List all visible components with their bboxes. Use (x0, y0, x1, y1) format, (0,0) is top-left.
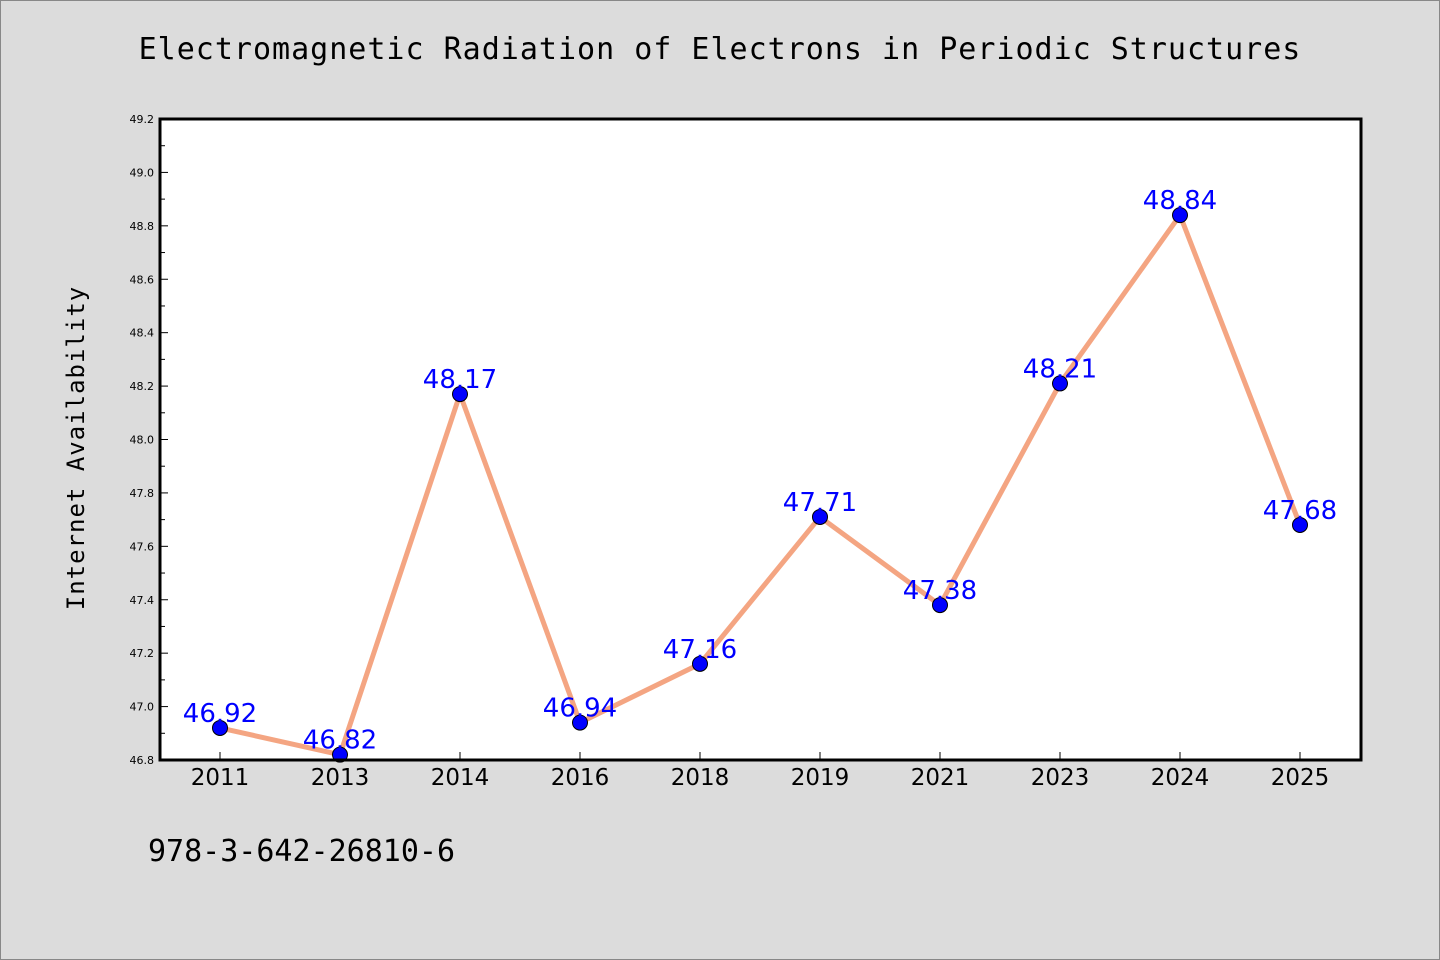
x-tick-label: 2021 (911, 765, 970, 791)
data-label: 46.94 (543, 694, 617, 724)
data-label: 47.38 (903, 576, 977, 606)
y-tick-label: 48.8 (130, 220, 155, 233)
y-tick-label: 47.2 (130, 647, 155, 660)
data-point (1052, 375, 1068, 392)
x-tick-label: 2011 (191, 765, 250, 791)
data-label: 48.21 (1023, 354, 1097, 384)
x-axis: 2011 2013 2014 2016 2018 2019 2021 2023 2024 2025 (191, 752, 1330, 791)
data-label: 48.84 (1143, 186, 1217, 216)
y-tick-label: 48.0 (130, 434, 155, 447)
y-axis: 46.8 47.0 47.2 47.4 47.6 47.8 48.0 48.2 48.4 48.6… (130, 113, 168, 767)
x-tick-label: 2013 (311, 765, 370, 791)
y-tick-label: 47.0 (130, 701, 155, 714)
y-tick-label: 48.2 (130, 380, 155, 393)
x-tick-label: 2023 (1031, 765, 1090, 791)
x-tick-label: 2016 (551, 765, 610, 791)
footer-code: 978-3-642-26810-6 (148, 834, 456, 869)
data-point (812, 508, 828, 525)
y-tick-label: 48.6 (130, 273, 155, 286)
data-point (332, 746, 348, 763)
y-tick-label: 47.8 (130, 487, 155, 500)
data-point (1172, 207, 1188, 224)
y-tick-label: 47.4 (130, 594, 155, 607)
data-label: 48.17 (423, 365, 497, 395)
data-label: 47.71 (783, 488, 857, 518)
x-tick-label: 2019 (791, 765, 850, 791)
data-labels: 46.92 46.82 48.17 46.94 47.16 47.71 47.38 48.21… (183, 186, 1337, 756)
y-tick-label: 49.0 (130, 166, 155, 179)
x-tick-label: 2014 (431, 765, 490, 791)
x-tick-label: 2025 (1271, 765, 1330, 791)
data-label: 46.92 (183, 699, 257, 729)
x-tick-label: 2024 (1151, 765, 1210, 791)
data-point (572, 714, 588, 731)
data-point (452, 386, 468, 403)
data-markers (212, 207, 1308, 763)
data-point (932, 597, 948, 614)
y-tick-label: 49.2 (130, 113, 155, 126)
chart-title: Electromagnetic Radiation of Electrons i… (138, 32, 1302, 67)
data-label: 47.16 (663, 635, 737, 665)
plot-area (160, 119, 1361, 760)
plot-border (158, 117, 1363, 762)
data-label: 47.68 (1263, 496, 1337, 526)
data-point (212, 719, 228, 736)
data-point (1292, 516, 1308, 533)
data-label: 46.82 (303, 726, 377, 756)
x-tick-label: 2018 (671, 765, 730, 791)
y-tick-label: 48.4 (130, 327, 155, 340)
series-line (217, 212, 1303, 758)
data-point (692, 655, 708, 672)
y-tick-label: 47.6 (130, 540, 155, 553)
y-tick-label: 46.8 (130, 754, 155, 767)
